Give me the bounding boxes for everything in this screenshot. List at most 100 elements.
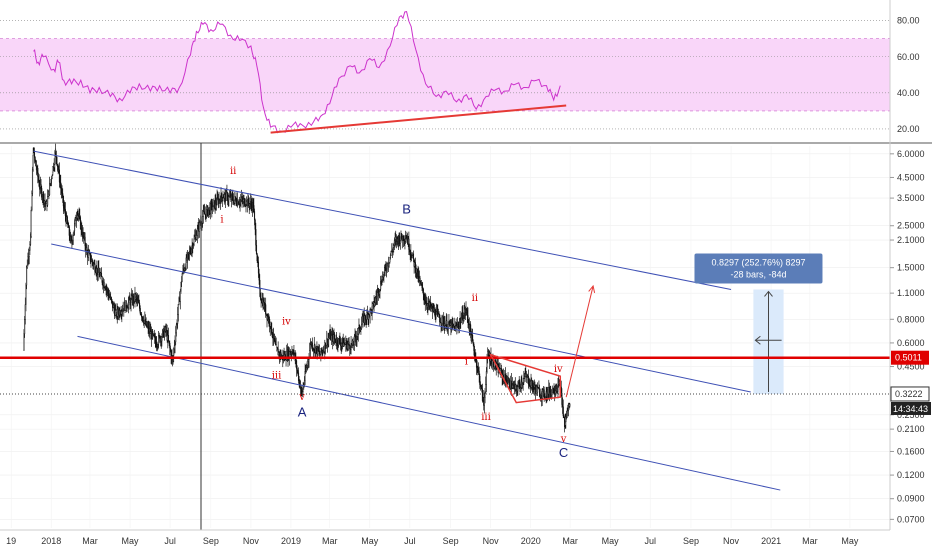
candle-body (374, 302, 376, 306)
rsi-trendline[interactable] (270, 104, 567, 134)
candle-body (43, 193, 45, 204)
time-axis[interactable]: 19 2018 Mar May Jul Sep Nov 2019 Mar May Jul Sep Nov… (6, 536, 859, 546)
candle-body (468, 321, 470, 326)
candle-body (249, 203, 251, 207)
candle-body (485, 371, 487, 385)
candle-body (255, 245, 258, 255)
candle-body (425, 300, 427, 304)
candle-body (62, 193, 64, 197)
candle-body (403, 235, 405, 242)
candle-body (357, 328, 359, 335)
time-tick-label: Mar (82, 536, 98, 546)
candle-body (491, 360, 493, 365)
candle-body (157, 343, 159, 347)
candle-body (439, 317, 441, 323)
last-price-label: 0.3222 (895, 389, 923, 399)
candle-body (562, 404, 564, 407)
candle-body (231, 194, 233, 197)
candle-body (483, 397, 485, 406)
candle-body (421, 284, 423, 288)
wave-label: C (559, 445, 568, 460)
candle-body (566, 410, 568, 418)
candle-body (362, 316, 364, 322)
candle-body (165, 326, 167, 331)
candle-body (60, 182, 62, 188)
candle-body (310, 344, 312, 346)
time-tick-label: Nov (483, 536, 500, 546)
price-tick-label: 0.1200 (897, 470, 925, 480)
candle-body (389, 254, 392, 258)
time-tick-label: 2021 (761, 536, 781, 546)
candle-body (58, 169, 60, 183)
price-axis[interactable]: 6.0000 4.5000 3.5000 2.5000 2.1000 1.5000 1.10… (890, 149, 925, 525)
candle-body (177, 304, 179, 315)
candle-body (523, 378, 525, 383)
candle-body (521, 383, 524, 386)
candle-body (173, 345, 175, 350)
candle-body (55, 150, 57, 158)
candle-body (174, 341, 176, 346)
triangle-pattern[interactable] (489, 353, 562, 404)
candle-body (167, 335, 170, 342)
candle-body (186, 253, 189, 261)
candle-body (202, 211, 204, 217)
candle-body (392, 247, 394, 252)
candle-body (374, 297, 376, 303)
candle-body (30, 209, 32, 237)
candle-body (215, 200, 217, 205)
rsi-pane[interactable] (0, 11, 890, 134)
candle-body (189, 251, 191, 254)
candle-body (394, 239, 396, 241)
candle-body (60, 187, 62, 193)
candle-body (346, 344, 348, 349)
candle-body (107, 289, 109, 294)
price-tick-label: 0.4500 (897, 362, 925, 372)
candle-body (479, 376, 481, 385)
candle-body (543, 389, 545, 397)
price-tick-label: 2.1000 (897, 235, 925, 245)
rsi-axis[interactable]: 80.00 60.00 40.00 20.00 (897, 16, 920, 134)
candle-body (390, 250, 392, 256)
candle-body (485, 384, 487, 392)
candle-body (192, 245, 194, 250)
candle-body (79, 215, 81, 218)
price-tick-label: 1.5000 (897, 263, 925, 273)
candle-body (541, 391, 543, 399)
candle-body (29, 244, 31, 251)
last-price-badge-bg (890, 386, 930, 402)
candle-body (296, 368, 298, 371)
candle-body (223, 194, 225, 199)
candle-body (185, 257, 187, 270)
price-tick-label: 4.5000 (897, 172, 925, 182)
candle-body (216, 197, 218, 205)
candle-body (440, 322, 442, 325)
candle-body (422, 288, 424, 295)
candle-body (169, 343, 171, 349)
time-tick-label: May (361, 536, 379, 546)
candle-body (25, 284, 27, 305)
candle-body (274, 341, 277, 345)
wave-label: ii (472, 293, 478, 304)
candle-body (273, 333, 275, 340)
candle-body (405, 238, 407, 242)
candle-body (94, 263, 96, 272)
trend-channel[interactable] (33, 150, 781, 491)
candle-body (372, 303, 374, 310)
candle-body (114, 310, 116, 316)
candle-body (47, 196, 49, 206)
candle-body (136, 296, 138, 301)
candle-body (292, 351, 294, 354)
rsi-tick-label: 60.00 (897, 52, 920, 62)
candle-body (456, 326, 458, 329)
projection-arrow[interactable] (565, 285, 594, 398)
candle-body (26, 264, 28, 268)
candle-body (253, 211, 256, 221)
candle-body (473, 343, 475, 351)
candle-body (253, 205, 255, 212)
time-label: 14:34:43 (893, 404, 928, 414)
candle-body (467, 315, 469, 323)
candle-body (353, 336, 355, 345)
